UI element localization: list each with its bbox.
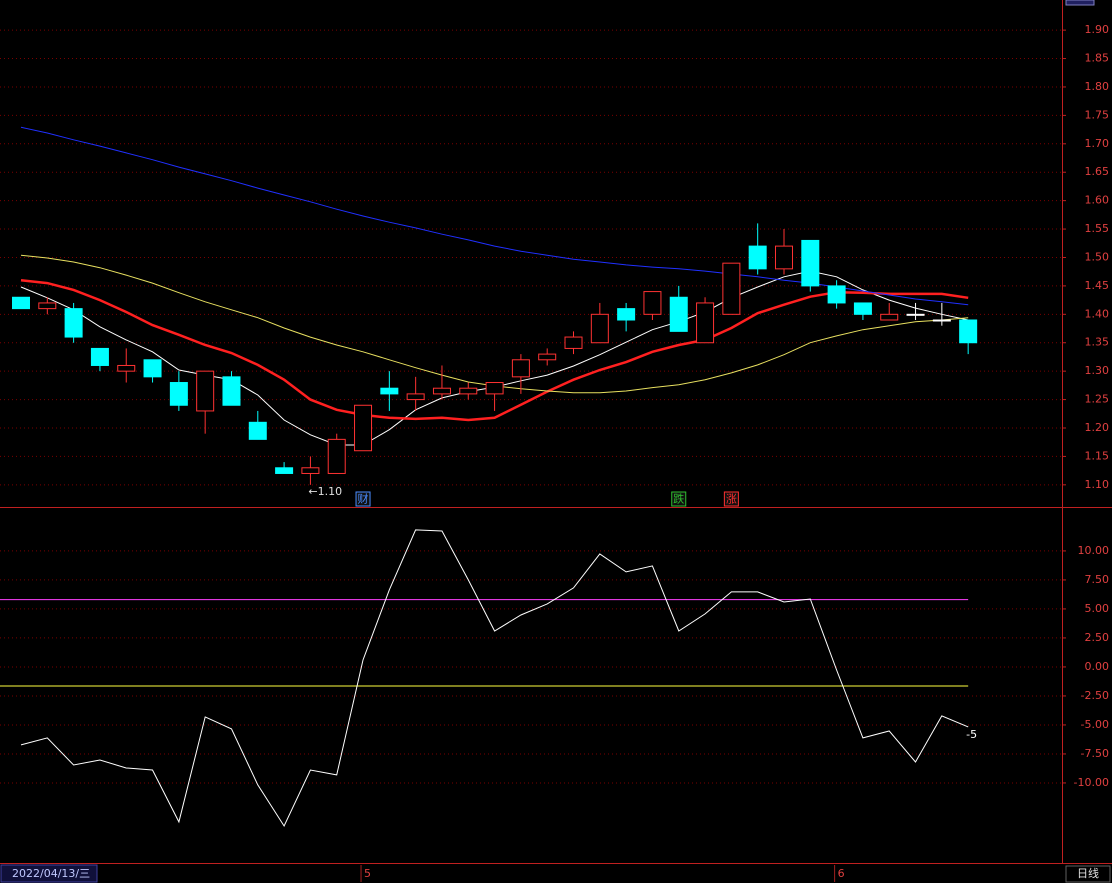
candle-body	[196, 370, 215, 412]
y-tick-label: 1.90	[1085, 23, 1110, 36]
candle-body	[722, 262, 741, 315]
period-box	[1065, 865, 1111, 883]
candle-body	[169, 382, 188, 406]
candle-body	[774, 245, 793, 270]
y-tick-label: 1.70	[1085, 137, 1110, 150]
candle-body	[959, 319, 978, 344]
moving-average-line	[20, 278, 969, 422]
candle-body	[906, 313, 925, 316]
candle-body	[459, 387, 478, 395]
candle-body	[380, 387, 399, 395]
event-marker: 涨	[723, 491, 739, 507]
y-tick-label: 1.45	[1085, 279, 1110, 292]
candle-body	[301, 467, 320, 474]
candle-body	[275, 467, 294, 474]
y-tick-label: -7.50	[1081, 747, 1109, 760]
candle-body	[432, 387, 451, 395]
y-tick-label: 1.55	[1085, 222, 1110, 235]
candle-body	[64, 308, 83, 338]
y-tick-label: 2.50	[1085, 631, 1110, 644]
plot: 1.10 1.15 1.20 1.25 1.30 1.35 1.40 1.45 1.50 1.55…	[0, 23, 1110, 883]
event-box	[723, 491, 739, 507]
y-tick-label: 1.15	[1085, 449, 1110, 462]
indicator-line	[20, 529, 969, 828]
candle-body	[696, 302, 715, 344]
event-marker: 财	[355, 491, 371, 507]
candle-body	[880, 313, 899, 321]
y-tick-label: 1.35	[1085, 336, 1110, 349]
event-label: 跌	[673, 492, 684, 506]
candle-body	[38, 302, 57, 310]
event-box	[671, 491, 687, 507]
candle-body	[564, 336, 583, 349]
x-tick-label: 6	[838, 867, 845, 880]
period-label: 日线	[1077, 866, 1099, 880]
y-tick-label: -10.00	[1074, 776, 1109, 789]
event-marker: 跌	[671, 491, 687, 507]
candle-body	[143, 359, 162, 378]
candle-body	[117, 364, 136, 372]
candle-body	[248, 421, 267, 440]
y-tick-label: 1.40	[1085, 307, 1110, 320]
candle-body	[853, 302, 872, 315]
y-tick-label: -2.50	[1081, 689, 1109, 702]
candle-body	[538, 353, 557, 361]
candle-body	[748, 245, 767, 270]
candle-body	[354, 404, 373, 452]
y-tick-label: 1.20	[1085, 421, 1110, 434]
y-tick-label: 7.50	[1085, 573, 1110, 586]
candle-body	[222, 376, 241, 406]
event-box	[355, 491, 371, 507]
candle-body	[617, 308, 636, 321]
value-label: -5	[966, 728, 977, 741]
event-label: 财	[358, 492, 369, 506]
y-tick-label: 1.60	[1085, 194, 1110, 207]
date-box	[0, 864, 98, 883]
y-tick-label: 1.85	[1085, 52, 1110, 65]
corner-box	[1065, 0, 1095, 6]
y-tick-label: -5.00	[1081, 718, 1109, 731]
candle-body	[590, 313, 609, 344]
candle-body	[643, 291, 662, 315]
candle-body	[669, 296, 688, 332]
candle-body	[406, 393, 425, 401]
x-tick-label: 2022/04/13/三	[12, 867, 90, 880]
candle-body	[932, 319, 951, 322]
candle-body	[327, 438, 346, 474]
candle-body	[485, 382, 504, 395]
low-label: ←1.10	[308, 485, 342, 498]
y-tick-label: 1.75	[1085, 108, 1110, 121]
candle-body	[90, 347, 109, 366]
y-tick-label: 1.80	[1085, 80, 1110, 93]
candle-body	[12, 296, 30, 310]
y-tick-label: 1.25	[1085, 393, 1110, 406]
y-tick-label: 1.30	[1085, 364, 1110, 377]
y-tick-label: 0.00	[1085, 660, 1110, 673]
y-tick-label: 1.10	[1085, 478, 1110, 491]
y-tick-label: 1.65	[1085, 165, 1110, 178]
y-tick-label: 1.50	[1085, 250, 1110, 263]
y-tick-label: 5.00	[1085, 602, 1110, 615]
candle-body	[801, 239, 820, 287]
event-label: 涨	[726, 493, 737, 506]
candle-body	[511, 359, 530, 378]
candle-body	[827, 285, 846, 304]
x-tick-label: 5	[364, 867, 371, 880]
y-tick-label: 10.00	[1078, 544, 1110, 557]
